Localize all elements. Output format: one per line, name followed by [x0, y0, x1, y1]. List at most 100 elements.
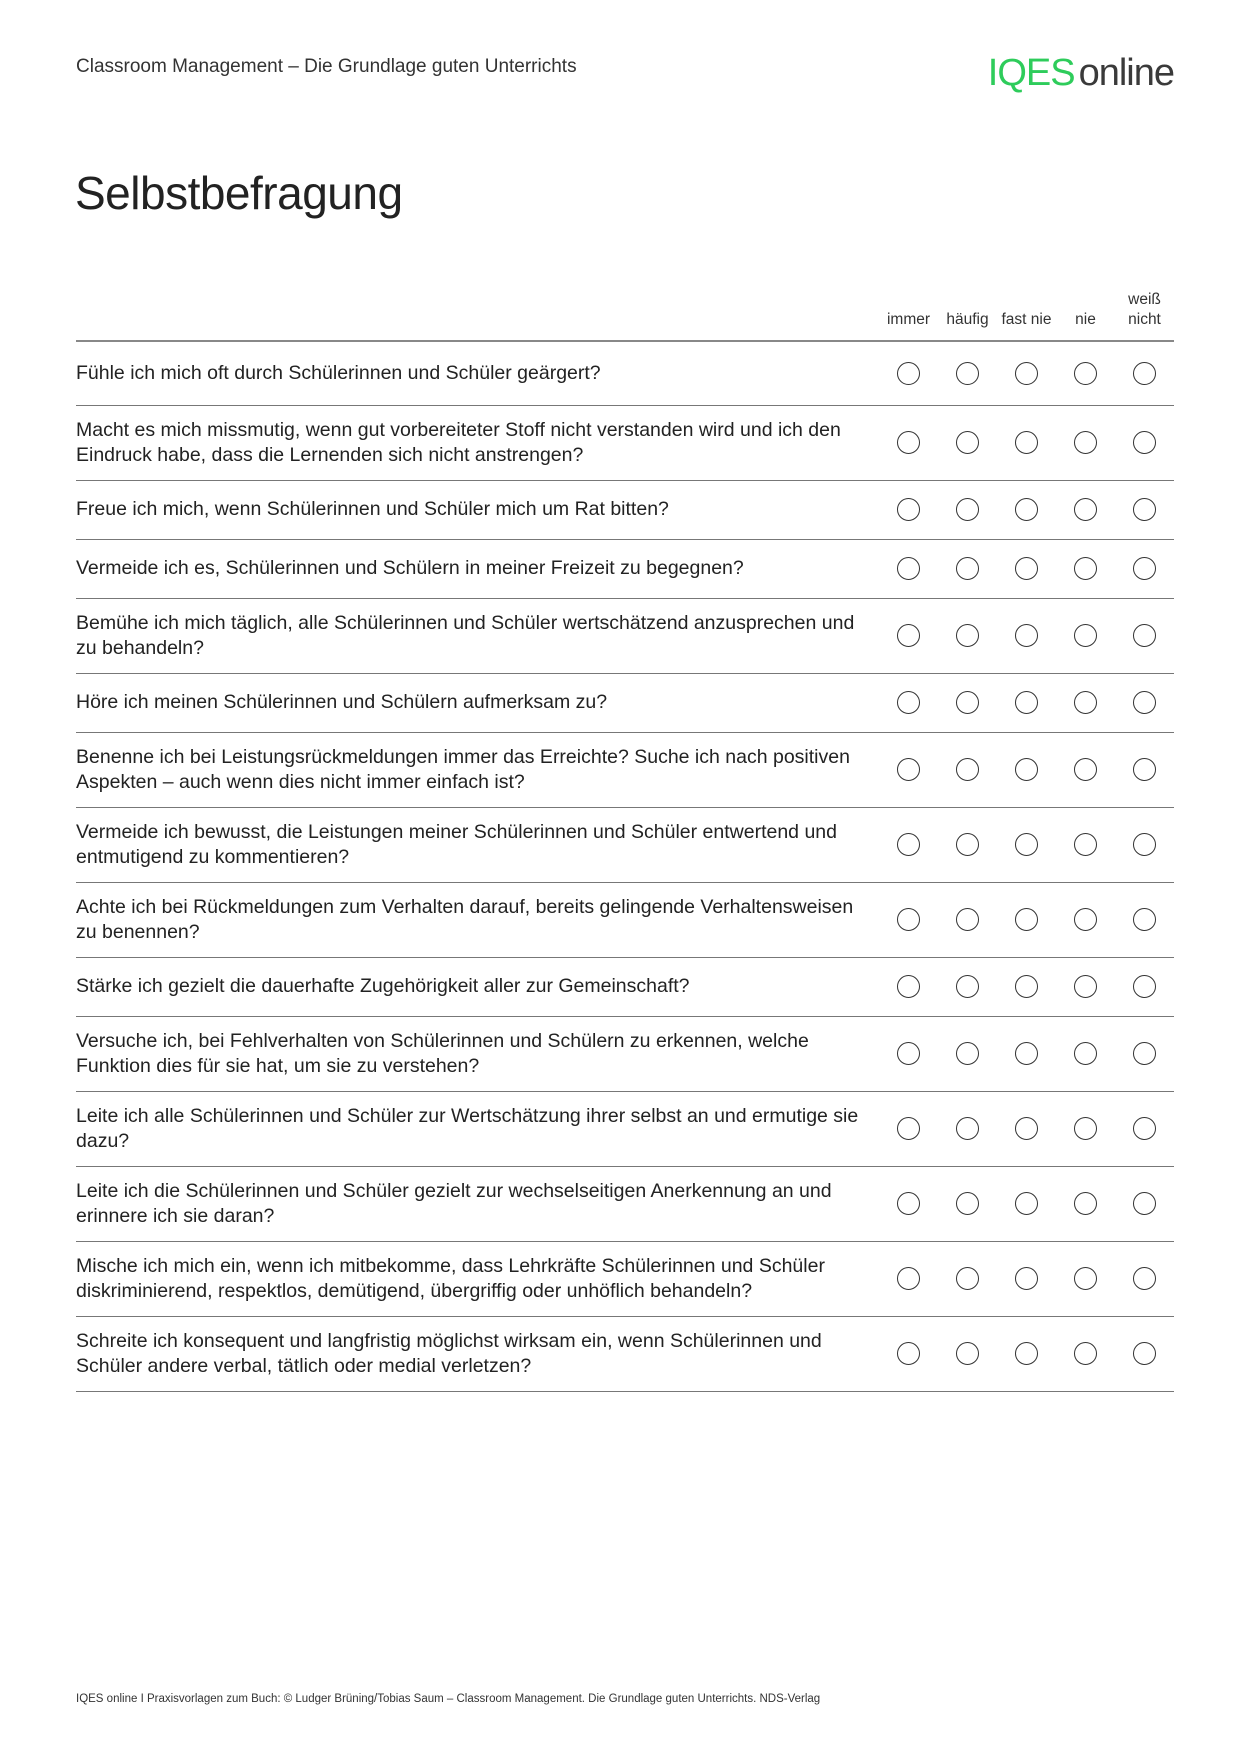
radio-option-haeufig[interactable] — [956, 691, 979, 715]
radio-option-immer[interactable] — [897, 431, 920, 455]
radio-option-fast-nie[interactable] — [1015, 975, 1038, 999]
radio-option-weiss-nicht[interactable] — [1133, 833, 1156, 857]
radio-option-nie[interactable] — [1074, 758, 1097, 782]
radio-option-immer[interactable] — [897, 498, 920, 522]
radio-option-weiss-nicht[interactable] — [1133, 557, 1156, 581]
radio-option-fast-nie[interactable] — [1015, 362, 1038, 386]
radio-option-immer[interactable] — [897, 1192, 920, 1216]
column-header-fast-nie: fast nie — [1001, 311, 1052, 328]
radio-option-weiss-nicht[interactable] — [1133, 975, 1156, 999]
radio-option-weiss-nicht[interactable] — [1133, 691, 1156, 715]
logo-iqes: IQES — [987, 52, 1076, 94]
radio-option-haeufig[interactable] — [956, 431, 979, 455]
radio-option-immer[interactable] — [897, 362, 920, 386]
radio-option-haeufig[interactable] — [956, 1042, 979, 1066]
radio-option-immer[interactable] — [897, 908, 920, 932]
answer-cell — [879, 1241, 938, 1317]
radio-option-immer[interactable] — [897, 691, 920, 715]
radio-option-haeufig[interactable] — [956, 557, 979, 581]
radio-option-weiss-nicht[interactable] — [1133, 1117, 1156, 1141]
radio-option-weiss-nicht[interactable] — [1133, 758, 1156, 782]
radio-option-immer[interactable] — [897, 1342, 920, 1366]
radio-option-haeufig[interactable] — [956, 1192, 979, 1216]
radio-option-nie[interactable] — [1074, 1042, 1097, 1066]
radio-option-immer[interactable] — [897, 1042, 920, 1066]
radio-option-fast-nie[interactable] — [1015, 1267, 1038, 1291]
radio-option-haeufig[interactable] — [956, 1342, 979, 1366]
answer-cell — [938, 1166, 997, 1242]
radio-option-fast-nie[interactable] — [1015, 431, 1038, 455]
radio-option-haeufig[interactable] — [956, 362, 979, 386]
radio-option-nie[interactable] — [1074, 498, 1097, 522]
answer-cell — [938, 1241, 997, 1317]
answer-cell — [879, 1166, 938, 1242]
survey-table: immer häufig fast nie nie weiß nicht Füh… — [76, 290, 1174, 1392]
radio-option-fast-nie[interactable] — [1015, 758, 1038, 782]
radio-option-haeufig[interactable] — [956, 908, 979, 932]
answer-cell — [997, 480, 1056, 540]
radio-option-weiss-nicht[interactable] — [1133, 498, 1156, 522]
radio-option-nie[interactable] — [1074, 431, 1097, 455]
answer-cell — [938, 480, 997, 540]
question-text: Achte ich bei Rückmeldungen zum Verhalte… — [76, 882, 879, 958]
radio-option-weiss-nicht[interactable] — [1133, 624, 1156, 648]
answer-cell — [997, 1166, 1056, 1242]
radio-option-immer[interactable] — [897, 758, 920, 782]
radio-option-haeufig[interactable] — [956, 833, 979, 857]
answer-cell — [997, 1016, 1056, 1092]
radio-option-nie[interactable] — [1074, 624, 1097, 648]
radio-option-fast-nie[interactable] — [1015, 557, 1038, 581]
radio-option-nie[interactable] — [1074, 1117, 1097, 1141]
radio-option-immer[interactable] — [897, 833, 920, 857]
radio-option-haeufig[interactable] — [956, 975, 979, 999]
radio-option-fast-nie[interactable] — [1015, 1192, 1038, 1216]
radio-option-nie[interactable] — [1074, 975, 1097, 999]
radio-option-fast-nie[interactable] — [1015, 908, 1038, 932]
radio-option-fast-nie[interactable] — [1015, 498, 1038, 522]
radio-option-fast-nie[interactable] — [1015, 1117, 1038, 1141]
radio-option-fast-nie[interactable] — [1015, 833, 1038, 857]
radio-option-weiss-nicht[interactable] — [1133, 1342, 1156, 1366]
radio-option-immer[interactable] — [897, 624, 920, 648]
radio-option-nie[interactable] — [1074, 1192, 1097, 1216]
radio-option-weiss-nicht[interactable] — [1133, 1267, 1156, 1291]
radio-option-fast-nie[interactable] — [1015, 624, 1038, 648]
answer-cell — [997, 807, 1056, 883]
radio-option-immer[interactable] — [897, 1117, 920, 1141]
radio-option-haeufig[interactable] — [956, 1267, 979, 1291]
answer-cell — [938, 957, 997, 1017]
question-text: Schreite ich konsequent und langfristig … — [76, 1316, 879, 1392]
answer-cell — [997, 957, 1056, 1017]
radio-option-haeufig[interactable] — [956, 498, 979, 522]
radio-option-weiss-nicht[interactable] — [1133, 1042, 1156, 1066]
radio-option-fast-nie[interactable] — [1015, 1342, 1038, 1366]
question-row: Stärke ich gezielt die dauerhafte Zugehö… — [76, 957, 1174, 1017]
radio-option-nie[interactable] — [1074, 691, 1097, 715]
answer-cell — [1056, 957, 1115, 1017]
radio-option-nie[interactable] — [1074, 908, 1097, 932]
radio-option-nie[interactable] — [1074, 362, 1097, 386]
answer-cell — [879, 732, 938, 808]
radio-option-fast-nie[interactable] — [1015, 691, 1038, 715]
radio-option-haeufig[interactable] — [956, 1117, 979, 1141]
answer-cell — [938, 1091, 997, 1167]
radio-option-weiss-nicht[interactable] — [1133, 1192, 1156, 1216]
radio-option-weiss-nicht[interactable] — [1133, 431, 1156, 455]
radio-option-fast-nie[interactable] — [1015, 1042, 1038, 1066]
radio-option-nie[interactable] — [1074, 557, 1097, 581]
radio-option-immer[interactable] — [897, 557, 920, 581]
radio-option-haeufig[interactable] — [956, 758, 979, 782]
question-row: Schreite ich konsequent und langfristig … — [76, 1316, 1174, 1392]
answer-cell — [1056, 673, 1115, 733]
question-row: Freue ich mich, wenn Schülerinnen und Sc… — [76, 480, 1174, 540]
radio-option-nie[interactable] — [1074, 1342, 1097, 1366]
answer-cell — [938, 1316, 997, 1392]
radio-option-weiss-nicht[interactable] — [1133, 362, 1156, 386]
radio-option-weiss-nicht[interactable] — [1133, 908, 1156, 932]
radio-option-immer[interactable] — [897, 1267, 920, 1291]
radio-option-nie[interactable] — [1074, 1267, 1097, 1291]
radio-option-nie[interactable] — [1074, 833, 1097, 857]
radio-option-immer[interactable] — [897, 975, 920, 999]
radio-option-haeufig[interactable] — [956, 624, 979, 648]
question-text: Stärke ich gezielt die dauerhafte Zugehö… — [76, 957, 879, 1017]
